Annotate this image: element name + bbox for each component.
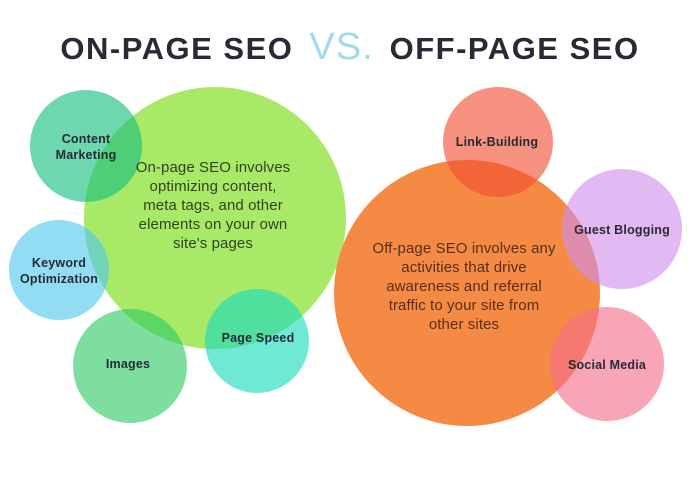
images-circle	[73, 309, 187, 423]
page-speed-label: Page Speed	[221, 331, 295, 345]
content-marketing-label: Content Marketing	[55, 132, 117, 162]
content-marketing-circle	[30, 90, 142, 202]
social-media-label: Social Media	[567, 358, 647, 372]
link-building-label: Link-Building	[455, 135, 539, 149]
title-off-page: OFF-PAGE SEO	[389, 31, 640, 66]
guest-blogging-circle	[562, 169, 682, 289]
off-page-description: Off-page SEO involves any activities tha…	[372, 240, 556, 333]
on-page-description: On-page SEO involves optimizing content,…	[135, 159, 291, 252]
guest-blogging-label: Guest Blogging	[574, 223, 670, 237]
title-vs: VS.	[309, 26, 374, 68]
keyword-optimization-circle	[9, 220, 109, 320]
page-speed-circle	[205, 289, 309, 393]
page-title: ON-PAGE SEO VS. OFF-PAGE SEO	[0, 26, 700, 69]
social-media-circle	[550, 307, 664, 421]
title-on-page: ON-PAGE SEO	[60, 31, 294, 66]
keyword-optimization-label: Keyword Optimization	[19, 256, 99, 286]
images-label: Images	[105, 357, 151, 371]
link-building-circle	[443, 87, 553, 197]
